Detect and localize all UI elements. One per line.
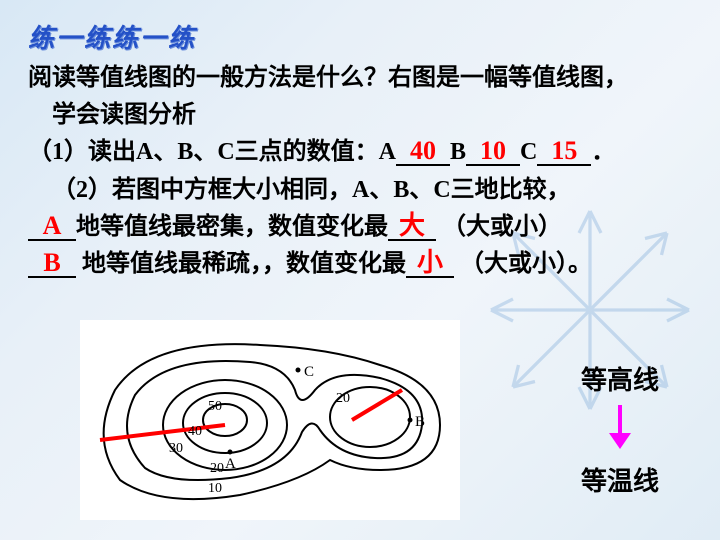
contour-label-20b: 20 (336, 391, 350, 406)
q1-b: B (450, 139, 466, 165)
contour-label-40: 40 (188, 424, 202, 439)
answer-A: 40 (410, 136, 436, 165)
q1-end: ． (591, 139, 615, 165)
q2-mid: 地等值线最密集，数值变化最 (76, 214, 388, 240)
q1-c: C (520, 139, 537, 165)
intro-line-2: 学会读图分析 (28, 97, 698, 134)
contour-label-10: 10 (208, 481, 222, 496)
q3-mid: 地等值线最稀疏，，数值变化最 (76, 251, 406, 277)
answer-dense-change: 大 (399, 211, 425, 240)
contour-label-30: 30 (169, 441, 183, 456)
practice-title: 练一练练一练 (28, 18, 196, 55)
q2-line1: （2）若图中方框大小相同，A、B、C三地比较， (28, 172, 698, 209)
contour-chart: 10 20 30 40 50 20 A B C (80, 320, 460, 520)
answer-dense: A (43, 211, 62, 240)
point-A: A (225, 456, 236, 472)
point-C: C (304, 364, 314, 380)
contour-label-50: 50 (208, 399, 222, 414)
q2-line3: B 地等值线最稀疏，，数值变化最小 （大或小）。 (28, 246, 698, 283)
point-B: B (415, 414, 425, 430)
label-contour-line: 等高线 (560, 360, 680, 397)
q1-prefix: （1）读出A、B、C三点的数值：A (28, 139, 396, 165)
label-isotherm: 等温线 (560, 461, 680, 498)
answer-B: 10 (480, 136, 506, 165)
q2-suf: （大或小） (442, 214, 562, 240)
q2-line2: A 地等值线最密集，数值变化最大 （大或小） (28, 209, 698, 246)
answer-sparse-change: 小 (417, 248, 443, 277)
answer-C: 15 (551, 136, 577, 165)
side-labels: 等高线 等温线 (560, 360, 680, 504)
answer-sparse: B (43, 248, 60, 277)
intro-line-1: 阅读等值线图的一般方法是什么？右图是一幅等值线图， (28, 60, 698, 97)
question-block: 阅读等值线图的一般方法是什么？右图是一幅等值线图， 学会读图分析 （1）读出A、… (28, 60, 698, 283)
arrow-down-icon (560, 403, 680, 455)
q1-line: （1）读出A、B、C三点的数值：A 40 B 10 C 15 ． (28, 134, 698, 171)
contour-label-20: 20 (210, 461, 224, 476)
q3-suf: （大或小）。 (460, 251, 592, 277)
